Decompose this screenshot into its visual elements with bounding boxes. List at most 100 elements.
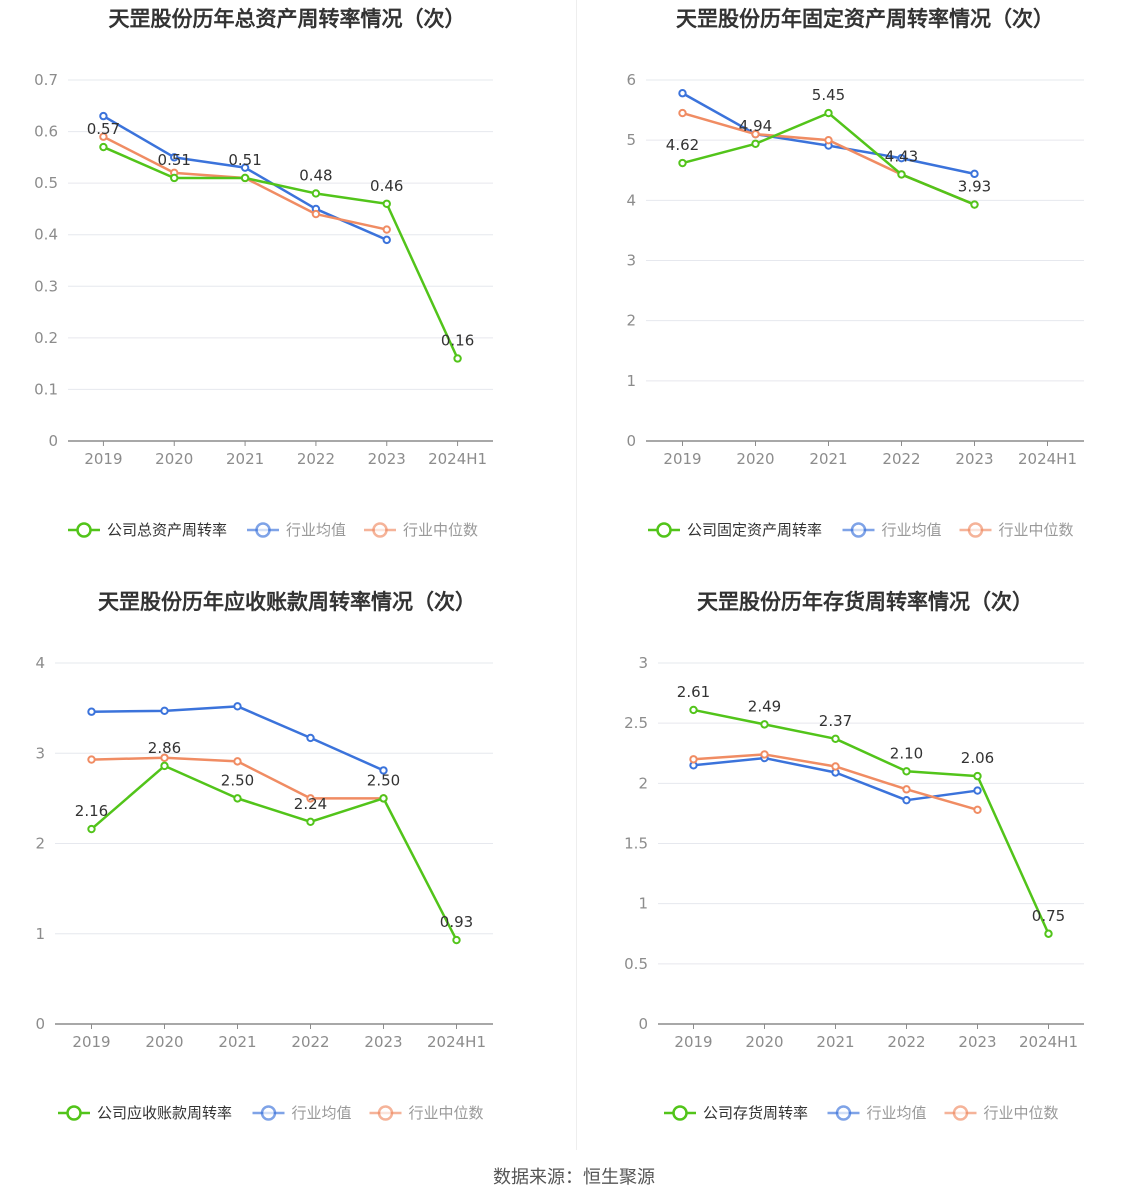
data-point-avg[interactable] xyxy=(233,702,242,711)
legend-marker xyxy=(967,522,984,538)
x-tick-label: 2022 xyxy=(297,450,335,468)
y-tick-label: 3 xyxy=(35,744,45,762)
data-point-median[interactable] xyxy=(973,805,982,815)
y-tick-label: 0 xyxy=(626,432,636,450)
data-point-median[interactable] xyxy=(831,762,840,771)
y-tick-label: 0.2 xyxy=(34,329,58,347)
data-point-median[interactable] xyxy=(760,750,769,759)
y-tick-label: 0.1 xyxy=(34,380,58,398)
data-point-avg[interactable] xyxy=(973,786,982,795)
data-point-company[interactable] xyxy=(311,189,321,198)
data-point-avg[interactable] xyxy=(87,707,96,716)
y-tick-label: 6 xyxy=(626,71,636,89)
series-line-company xyxy=(102,145,459,360)
y-tick-label: 0 xyxy=(638,1015,648,1033)
data-point-median[interactable] xyxy=(678,108,687,118)
chart-title: 天罡股份历年存货周转率情况（次） xyxy=(697,590,1033,614)
legend-marker xyxy=(76,522,92,538)
chart-panel-total-assets-turnover: 天罡股份历年总资产周转率情况（次） 0 0.1 0.2 0.3 0.4 0.5 0.6 0.7 2… xyxy=(0,0,574,580)
data-point-company[interactable] xyxy=(306,817,315,827)
legend-item-company[interactable]: 公司应收账款周转率 xyxy=(58,1104,232,1122)
data-point-company[interactable] xyxy=(87,824,96,834)
data-point-company[interactable] xyxy=(973,771,982,781)
data-point-avg[interactable] xyxy=(970,169,979,179)
data-point-avg[interactable] xyxy=(99,111,108,121)
data-point-avg[interactable] xyxy=(240,163,250,172)
data-point-avg[interactable] xyxy=(170,153,179,162)
data-point-company[interactable] xyxy=(689,705,698,715)
data-point-median[interactable] xyxy=(902,785,911,794)
data-point-avg[interactable] xyxy=(897,154,906,163)
data-point-avg[interactable] xyxy=(382,235,391,245)
data-point-avg[interactable] xyxy=(678,89,687,98)
data-label: 2.16 xyxy=(75,802,108,820)
data-point-company[interactable] xyxy=(240,173,250,183)
data-point-company[interactable] xyxy=(760,720,769,729)
data-point-company[interactable] xyxy=(382,199,391,208)
legend-item-median[interactable]: 行业中位数 xyxy=(369,1104,484,1122)
y-tick-label: 0.6 xyxy=(34,123,58,141)
data-label: 2.86 xyxy=(148,739,181,757)
x-tick-label: 2019 xyxy=(674,1033,712,1051)
legend-item-avg[interactable]: 行业均值 xyxy=(827,1104,927,1122)
data-point-company[interactable] xyxy=(233,794,242,803)
legend-marker xyxy=(260,1105,277,1121)
data-point-company[interactable] xyxy=(970,200,979,209)
data-point-company[interactable] xyxy=(678,158,687,168)
x-tick-label: 2024H1 xyxy=(427,1033,486,1051)
chart-title: 天罡股份历年固定资产周转率情况（次） xyxy=(676,7,1054,31)
data-point-median[interactable] xyxy=(306,794,315,803)
legend-marker xyxy=(835,1105,852,1121)
legend-item-median[interactable]: 行业中位数 xyxy=(959,521,1074,539)
data-point-company[interactable] xyxy=(897,170,906,179)
y-tick-label: 2 xyxy=(626,312,636,330)
data-point-median[interactable] xyxy=(99,132,108,141)
data-point-company[interactable] xyxy=(170,173,179,183)
data-label: 4.94 xyxy=(739,117,772,135)
data-label: 0.57 xyxy=(87,120,120,138)
y-tick-label: 0 xyxy=(35,1015,45,1033)
data-point-company[interactable] xyxy=(751,139,760,148)
data-point-avg[interactable] xyxy=(306,733,315,743)
data-point-avg[interactable] xyxy=(902,795,911,805)
legend-item-avg[interactable]: 行业均值 xyxy=(247,521,346,539)
data-point-company[interactable] xyxy=(824,108,833,118)
data-point-company[interactable] xyxy=(379,794,388,803)
data-point-company[interactable] xyxy=(902,767,911,776)
legend-item-median[interactable]: 行业中位数 xyxy=(944,1104,1059,1122)
data-point-company[interactable] xyxy=(452,935,461,945)
legend-item-avg[interactable]: 行业均值 xyxy=(252,1104,352,1122)
data-point-median[interactable] xyxy=(689,755,698,764)
legend-item-median[interactable]: 行业中位数 xyxy=(364,521,478,539)
data-point-avg[interactable] xyxy=(160,706,169,716)
legend-item-company[interactable]: 公司存货周转率 xyxy=(664,1104,808,1122)
data-label: 0.46 xyxy=(370,177,403,195)
legend-marker xyxy=(656,522,672,538)
y-tick-label: 0.7 xyxy=(34,71,58,89)
y-tick-label: 2 xyxy=(638,774,648,792)
data-point-company[interactable] xyxy=(831,734,840,744)
data-point-company[interactable] xyxy=(453,354,462,363)
legend-item-avg[interactable]: 行业均值 xyxy=(842,521,942,539)
chart-svg: 天罡股份历年存货周转率情况（次） 0 0.5 1 1.5 2 2.5 3 2019 2020 202… xyxy=(624,590,1084,1122)
legend-label: 行业中位数 xyxy=(999,521,1074,539)
y-tick-label: 1 xyxy=(626,372,636,390)
x-tick-label: 2020 xyxy=(745,1033,783,1051)
y-tick-label: 3 xyxy=(626,252,636,270)
data-point-avg[interactable] xyxy=(379,766,388,775)
data-point-median[interactable] xyxy=(87,755,96,764)
data-point-median[interactable] xyxy=(160,753,169,762)
legend-item-company[interactable]: 公司固定资产周转率 xyxy=(648,521,822,539)
data-point-company[interactable] xyxy=(99,142,108,152)
data-point-median[interactable] xyxy=(382,225,391,234)
data-point-median[interactable] xyxy=(824,135,833,145)
data-point-median[interactable] xyxy=(311,209,321,219)
x-tick-label: 2019 xyxy=(84,450,122,468)
y-tick-label: 0.5 xyxy=(34,174,58,192)
data-point-median[interactable] xyxy=(751,129,760,139)
data-point-company[interactable] xyxy=(160,761,169,771)
x-tick-label: 2021 xyxy=(816,1033,854,1051)
data-point-median[interactable] xyxy=(233,757,242,766)
legend-item-company[interactable]: 公司总资产周转率 xyxy=(68,521,227,539)
data-point-company[interactable] xyxy=(1044,929,1053,938)
